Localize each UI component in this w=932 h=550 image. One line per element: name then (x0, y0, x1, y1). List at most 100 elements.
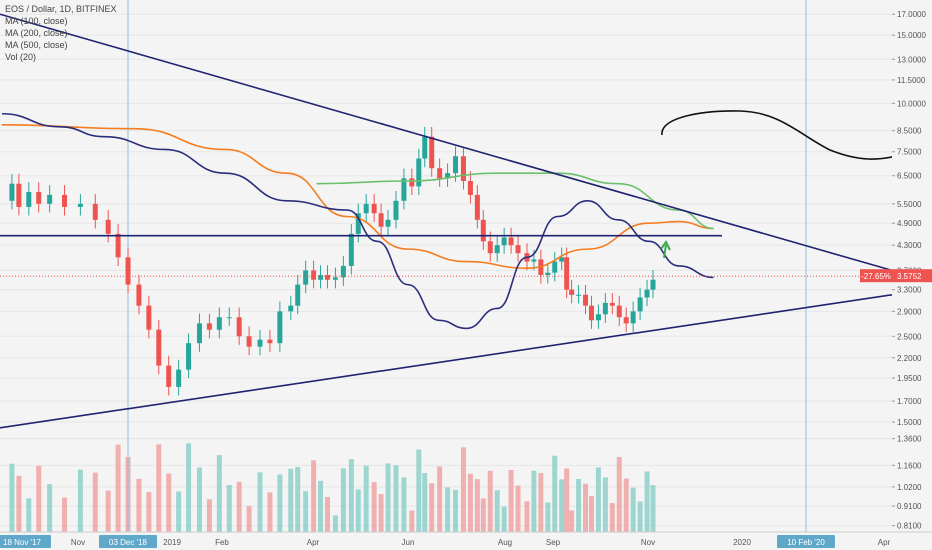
volume-bar (295, 467, 301, 532)
price-tick-label: 2.5000 (897, 332, 922, 341)
change-label: -27.65% (861, 272, 891, 281)
volume-bar (105, 490, 111, 532)
candle-body (650, 279, 656, 290)
volume-bar (348, 459, 354, 532)
candle-body (393, 200, 399, 220)
time-tick-label: Jun (402, 538, 415, 547)
volume-bar (559, 479, 565, 532)
candle-body (545, 272, 551, 276)
price-tick-label: 11.5000 (897, 76, 926, 85)
volume-bar (494, 490, 500, 532)
candle-body (437, 168, 443, 179)
price-tick-label: 1.7000 (897, 397, 922, 406)
candle-body (460, 156, 466, 181)
candle-body (378, 213, 384, 227)
legend-ma500: MA (500, close) (5, 40, 68, 50)
time-tick-label: Apr (307, 538, 320, 547)
volume-bar (422, 473, 428, 532)
price-tick-label: 15.0000 (897, 31, 926, 40)
volume-bar (371, 482, 377, 532)
grid (0, 13, 892, 527)
candle-body (515, 245, 521, 254)
volume-bar (569, 510, 575, 532)
ma100-line (1, 112, 714, 330)
price-label: 3.5752 (897, 272, 922, 281)
volume-bar (378, 494, 384, 532)
candle-body (385, 219, 391, 227)
price-tick-label: 0.9100 (897, 502, 922, 511)
volume-bar (602, 477, 608, 532)
price-tick-label: 6.5000 (897, 172, 922, 181)
candle-body (26, 192, 32, 207)
volume-bar (480, 498, 486, 532)
volume-bar (9, 463, 15, 532)
candle-body (501, 237, 507, 246)
time-axis: 18 Nov '17 Nov 03 Dec '18 2019 Feb Apr Jun Aug S… (0, 531, 932, 548)
candles (9, 126, 656, 396)
volume-bar (277, 474, 283, 532)
candle-body (576, 294, 582, 296)
candle-body (552, 261, 558, 273)
volume-bar (47, 484, 53, 532)
price-tick-label: 1.1600 (897, 461, 922, 470)
price-tick-label: 4.3000 (897, 241, 922, 250)
volume-bar (538, 473, 544, 532)
volume-bar (363, 465, 369, 532)
volume-bars (9, 443, 656, 532)
candle-body (277, 311, 283, 344)
candle-body (318, 275, 324, 280)
volume-bar (401, 477, 407, 532)
candle-body (105, 219, 111, 234)
volume-bar (267, 492, 273, 532)
volume-bar (332, 515, 338, 532)
candle-body (508, 237, 514, 246)
candle-body (176, 369, 182, 387)
legend-ma200: MA (200, close) (5, 28, 68, 38)
up-arrow-head-icon (660, 240, 671, 251)
candle-body (602, 302, 608, 315)
volume-bar (644, 471, 650, 532)
candle-body (62, 194, 68, 207)
candle-body (453, 156, 459, 174)
volume-bar (311, 460, 317, 532)
volume-bar (62, 497, 68, 532)
candle-body (564, 257, 570, 290)
volume-bar (609, 503, 615, 532)
volume-bar (583, 483, 589, 532)
candle-body (146, 305, 152, 330)
candle-body (166, 365, 172, 387)
candle-body (371, 203, 377, 214)
volume-bar (437, 466, 443, 532)
candle-body (559, 257, 565, 262)
time-tick-label: 10 Feb '20 (787, 538, 825, 547)
volume-bar (524, 501, 530, 532)
ma200-line (316, 172, 714, 230)
candle-body (637, 297, 643, 312)
moving-averages (1, 112, 714, 330)
volume-bar (226, 485, 232, 532)
volume-bar (393, 465, 399, 532)
volume-bar (623, 478, 629, 532)
volume-bar (325, 497, 330, 532)
price-tick-label: 4.9000 (897, 219, 922, 228)
price-tick-label: 1.0200 (897, 483, 922, 492)
candle-body (92, 203, 98, 220)
volume-bar (460, 447, 466, 532)
volume-bar (453, 489, 459, 532)
candle-body (332, 277, 338, 280)
time-tick-label: Apr (878, 538, 891, 547)
upper-trendline (0, 13, 893, 272)
volume-bar (146, 492, 152, 532)
volume-bar (385, 463, 391, 532)
candle-body (311, 270, 317, 280)
time-label-box (777, 535, 835, 548)
volume-bar (576, 479, 582, 532)
price-tick-label: 2.9000 (897, 307, 922, 316)
volume-bar (77, 469, 83, 532)
price-tick-label: 5.5000 (897, 200, 922, 209)
candle-body (609, 302, 615, 306)
candle-body (267, 339, 273, 344)
ma500-line (1, 124, 714, 269)
